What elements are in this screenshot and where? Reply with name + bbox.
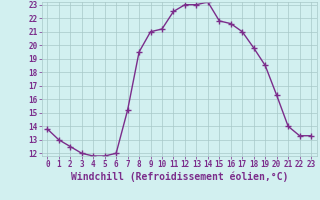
X-axis label: Windchill (Refroidissement éolien,°C): Windchill (Refroidissement éolien,°C) xyxy=(70,172,288,182)
